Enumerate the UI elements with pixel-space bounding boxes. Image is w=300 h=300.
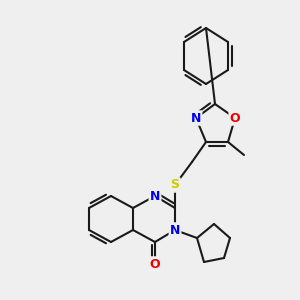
Text: S: S — [170, 178, 179, 191]
Text: N: N — [150, 190, 160, 202]
Text: N: N — [170, 224, 180, 236]
Text: O: O — [230, 112, 240, 124]
Text: N: N — [191, 112, 201, 124]
Text: O: O — [150, 257, 160, 271]
